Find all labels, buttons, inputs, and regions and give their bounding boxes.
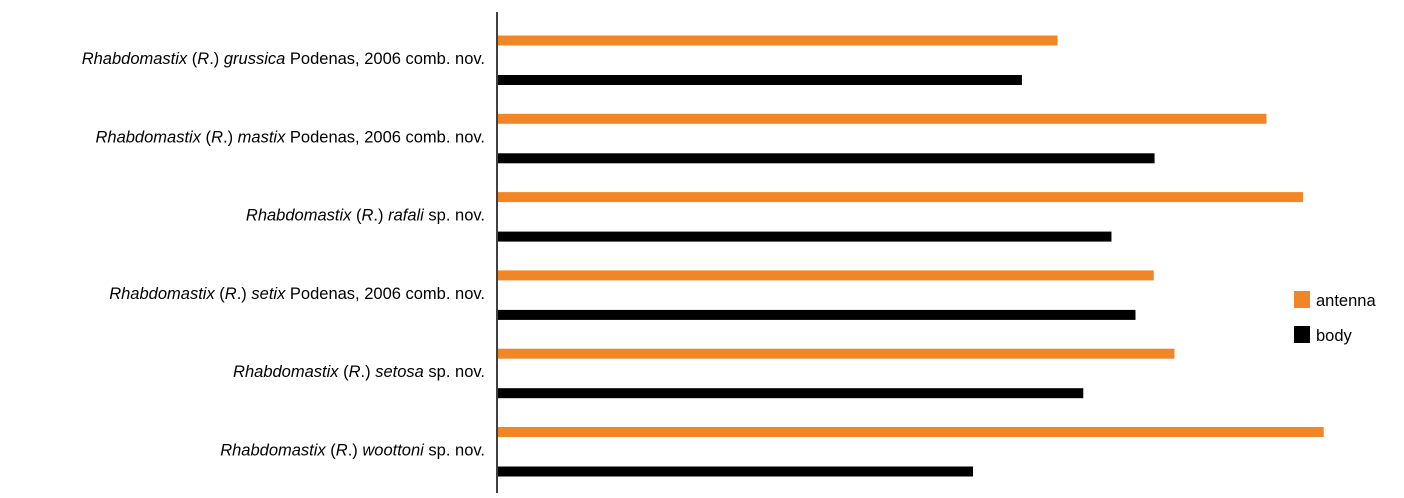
bar-antenna: [498, 192, 1303, 203]
bar-body: [498, 309, 1136, 320]
category-label: Rhabdomastix (R.) grussica Podenas, 2006…: [82, 50, 485, 68]
legend-label-antenna: antenna: [1316, 292, 1376, 310]
bar-body: [498, 75, 1022, 85]
category-label: Rhabdomastix (R.) mastix Podenas, 2006 c…: [95, 128, 485, 146]
bar-antenna: [498, 270, 1154, 281]
category-label: Rhabdomastix (R.) rafali sp. nov.: [246, 207, 485, 225]
legend-swatch-body: [1294, 326, 1310, 343]
bar-body: [498, 388, 1084, 399]
bar-antenna: [498, 113, 1267, 124]
bar-body: [498, 153, 1155, 164]
bar-antenna: [498, 427, 1324, 437]
bar-body: [498, 231, 1112, 242]
legend-swatch-antenna: [1294, 291, 1310, 308]
category-label: Rhabdomastix (R.) setosa sp. nov.: [233, 363, 485, 381]
legend-label-body: body: [1316, 327, 1353, 345]
bar-antenna: [498, 35, 1058, 46]
bar-body: [498, 466, 974, 477]
category-label: Rhabdomastix (R.) woottoni sp. nov.: [220, 442, 485, 460]
category-label: Rhabdomastix (R.) setix Podenas, 2006 co…: [109, 285, 485, 303]
bar-antenna: [498, 348, 1175, 359]
